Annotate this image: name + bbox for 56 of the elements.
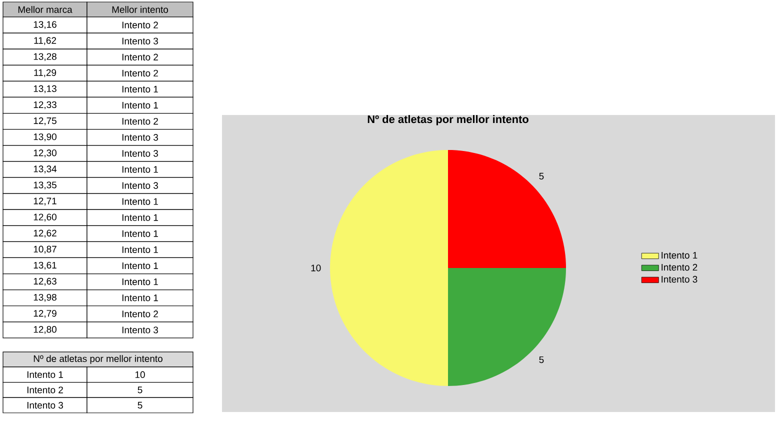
text: 13,90 bbox=[34, 133, 56, 142]
text: Intento 2 bbox=[122, 310, 158, 318]
text: Intento 2 bbox=[122, 54, 158, 60]
text: Intento 3 bbox=[122, 150, 158, 157]
text: Intento 2 bbox=[122, 22, 158, 28]
text: 12,75 bbox=[34, 117, 56, 126]
text: Intento 1 bbox=[122, 294, 158, 302]
text: Mellor marca bbox=[18, 6, 72, 13]
text: Intento 2 bbox=[27, 386, 63, 394]
text: 13,61 bbox=[34, 262, 56, 270]
text: Intento 1 bbox=[122, 214, 158, 221]
text: Nº de atletas por mellor intento bbox=[34, 355, 162, 364]
text: Intento 2 bbox=[122, 70, 158, 77]
data-label: 5 bbox=[539, 356, 544, 364]
text: 13,34 bbox=[34, 166, 57, 174]
text: 10 bbox=[135, 371, 145, 378]
text: 12,33 bbox=[34, 101, 56, 110]
text: 13,35 bbox=[34, 182, 56, 190]
text: Intento 1 bbox=[122, 102, 158, 109]
text: Intento 1 bbox=[122, 246, 158, 254]
text: Intento 3 bbox=[122, 326, 158, 334]
text: Intento 3 bbox=[27, 402, 63, 409]
text: Intento 1 bbox=[122, 198, 158, 205]
text: 12,80 bbox=[34, 326, 56, 334]
text: 11,62 bbox=[34, 37, 56, 45]
text: 12,62 bbox=[34, 230, 56, 238]
text: 10,87 bbox=[34, 246, 56, 254]
text: Intento 1 bbox=[122, 230, 158, 237]
legend-label: Intento 1 bbox=[662, 252, 698, 259]
data-label: 10 bbox=[311, 264, 321, 272]
text: Intento 3 bbox=[122, 38, 158, 44]
legend-label: Intento 3 bbox=[662, 276, 698, 283]
data-label: 5 bbox=[539, 172, 544, 180]
text: 12,71 bbox=[34, 198, 56, 206]
text: 12,30 bbox=[34, 150, 56, 158]
text: 13,98 bbox=[34, 294, 56, 302]
text: 13,13 bbox=[34, 85, 56, 94]
legend-label: Intento 2 bbox=[662, 264, 698, 271]
text: Intento 2 bbox=[122, 118, 158, 125]
text: Intento 1 bbox=[122, 166, 158, 173]
text: 12,63 bbox=[34, 278, 56, 286]
chart-title: Nº de atletas por mellor intento bbox=[368, 115, 528, 126]
text: 12,60 bbox=[34, 214, 56, 222]
text: Intento 1 bbox=[122, 278, 158, 286]
text: 13,16 bbox=[34, 21, 56, 29]
text: Intento 3 bbox=[122, 182, 158, 189]
text: Intento 1 bbox=[122, 86, 158, 93]
text: 11,29 bbox=[34, 69, 56, 78]
text: Intento 1 bbox=[27, 371, 63, 378]
text: 12,79 bbox=[34, 310, 56, 318]
text: 5 bbox=[138, 402, 142, 409]
text: Intento 3 bbox=[122, 134, 158, 141]
text: 5 bbox=[138, 386, 142, 394]
text: Mellor intento bbox=[112, 6, 168, 13]
text: 13,28 bbox=[34, 53, 56, 62]
text: Intento 1 bbox=[122, 262, 158, 270]
